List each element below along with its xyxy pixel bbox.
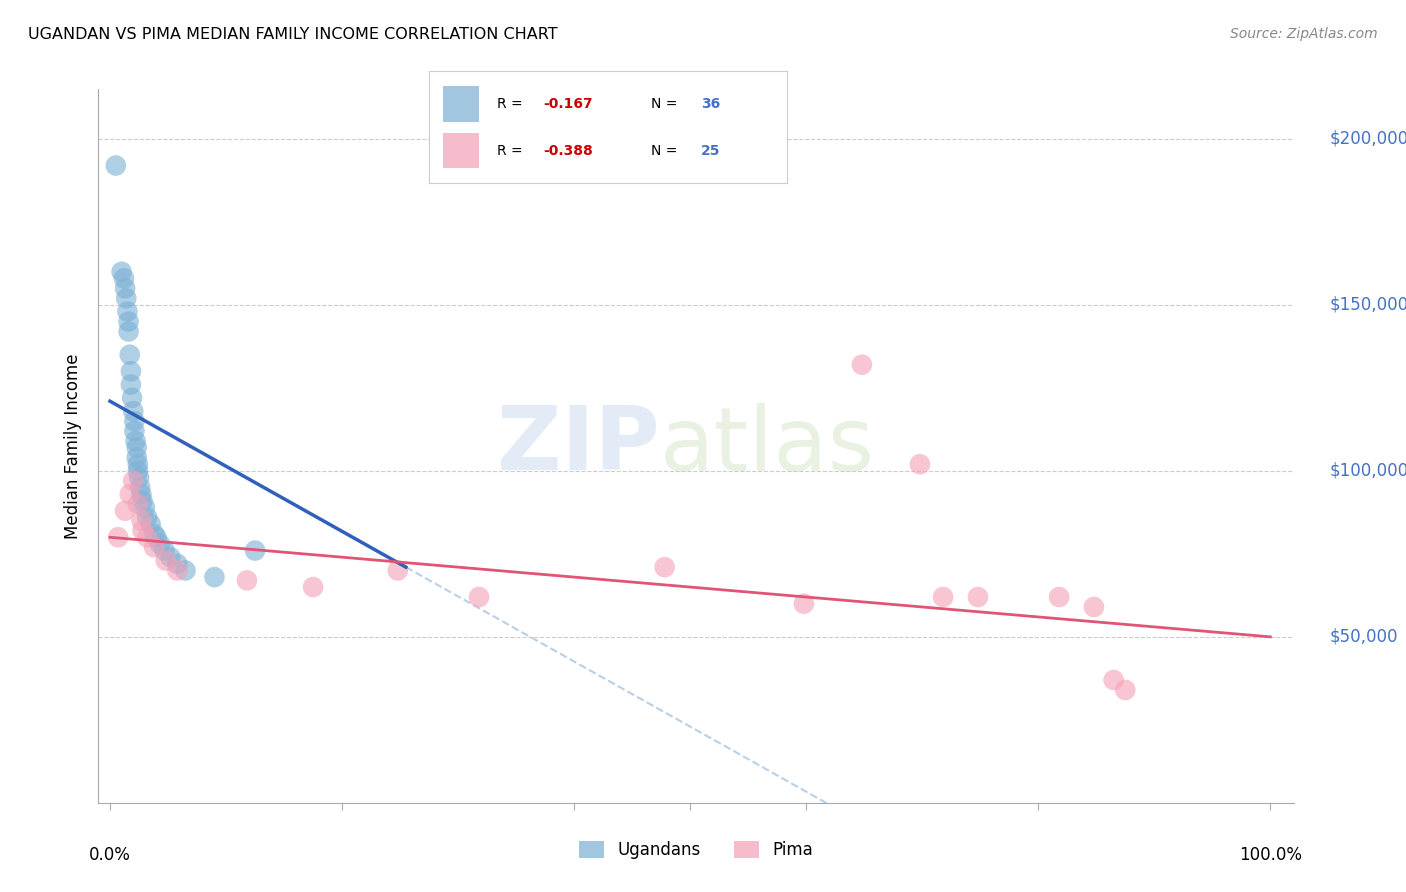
Text: 36: 36	[702, 96, 720, 111]
Point	[149, 537, 172, 551]
Point	[122, 404, 145, 418]
Point	[117, 325, 139, 339]
Point	[1047, 590, 1070, 604]
Text: 100.0%: 100.0%	[1239, 846, 1302, 863]
Point	[131, 493, 153, 508]
Point	[127, 497, 149, 511]
Text: atlas: atlas	[661, 402, 876, 490]
Point	[125, 441, 148, 455]
Point	[1114, 682, 1136, 697]
Point	[117, 304, 139, 318]
Point	[128, 470, 150, 484]
Point	[127, 464, 149, 478]
Point	[243, 543, 266, 558]
Text: N =: N =	[651, 96, 682, 111]
Bar	[443, 133, 479, 169]
Point	[134, 500, 156, 515]
Point	[153, 543, 176, 558]
Point	[145, 530, 167, 544]
Point	[124, 434, 146, 448]
Text: $150,000: $150,000	[1330, 296, 1406, 314]
Point	[114, 504, 136, 518]
Point	[967, 590, 990, 604]
Point	[115, 291, 138, 305]
Point	[851, 358, 873, 372]
Bar	[443, 86, 479, 121]
Text: R =: R =	[496, 144, 527, 158]
Text: -0.167: -0.167	[544, 96, 593, 111]
Point	[155, 553, 177, 567]
Point	[166, 564, 188, 578]
Text: $200,000: $200,000	[1330, 130, 1406, 148]
Point	[118, 348, 141, 362]
Point	[166, 557, 188, 571]
Point	[124, 414, 146, 428]
Text: R =: R =	[496, 96, 527, 111]
Point	[129, 481, 152, 495]
Point	[468, 590, 491, 604]
Point	[654, 560, 676, 574]
Point	[107, 530, 129, 544]
Point	[236, 574, 259, 588]
Point	[124, 424, 146, 438]
Point	[932, 590, 955, 604]
Text: N =: N =	[651, 144, 682, 158]
Point	[118, 487, 141, 501]
Point	[120, 364, 142, 378]
Point	[131, 514, 153, 528]
Point	[204, 570, 226, 584]
Point	[387, 564, 409, 578]
Point	[174, 564, 197, 578]
Text: UGANDAN VS PIMA MEDIAN FAMILY INCOME CORRELATION CHART: UGANDAN VS PIMA MEDIAN FAMILY INCOME COR…	[28, 27, 558, 42]
Text: ZIP: ZIP	[498, 402, 661, 490]
Point	[1083, 599, 1105, 614]
Point	[1102, 673, 1125, 687]
Point	[104, 159, 127, 173]
Point	[120, 377, 142, 392]
Point	[908, 457, 931, 471]
Point	[159, 550, 181, 565]
Text: $50,000: $50,000	[1330, 628, 1398, 646]
Point	[127, 457, 149, 471]
Text: 0.0%: 0.0%	[89, 846, 131, 863]
Text: $100,000: $100,000	[1330, 462, 1406, 480]
Point	[302, 580, 325, 594]
Text: Source: ZipAtlas.com: Source: ZipAtlas.com	[1230, 27, 1378, 41]
Point	[117, 314, 139, 328]
Text: -0.388: -0.388	[544, 144, 593, 158]
Point	[125, 450, 148, 465]
Point	[111, 265, 134, 279]
Text: 25: 25	[702, 144, 721, 158]
Point	[131, 487, 153, 501]
Point	[131, 524, 153, 538]
Point	[112, 271, 135, 285]
Point	[143, 540, 166, 554]
Point	[121, 391, 143, 405]
Y-axis label: Median Family Income: Median Family Income	[65, 353, 83, 539]
Point	[793, 597, 815, 611]
Point	[143, 527, 166, 541]
Point	[114, 281, 136, 295]
Point	[122, 474, 145, 488]
Legend: Ugandans, Pima: Ugandans, Pima	[572, 834, 820, 866]
Point	[136, 530, 159, 544]
Point	[139, 516, 162, 531]
Point	[136, 510, 159, 524]
